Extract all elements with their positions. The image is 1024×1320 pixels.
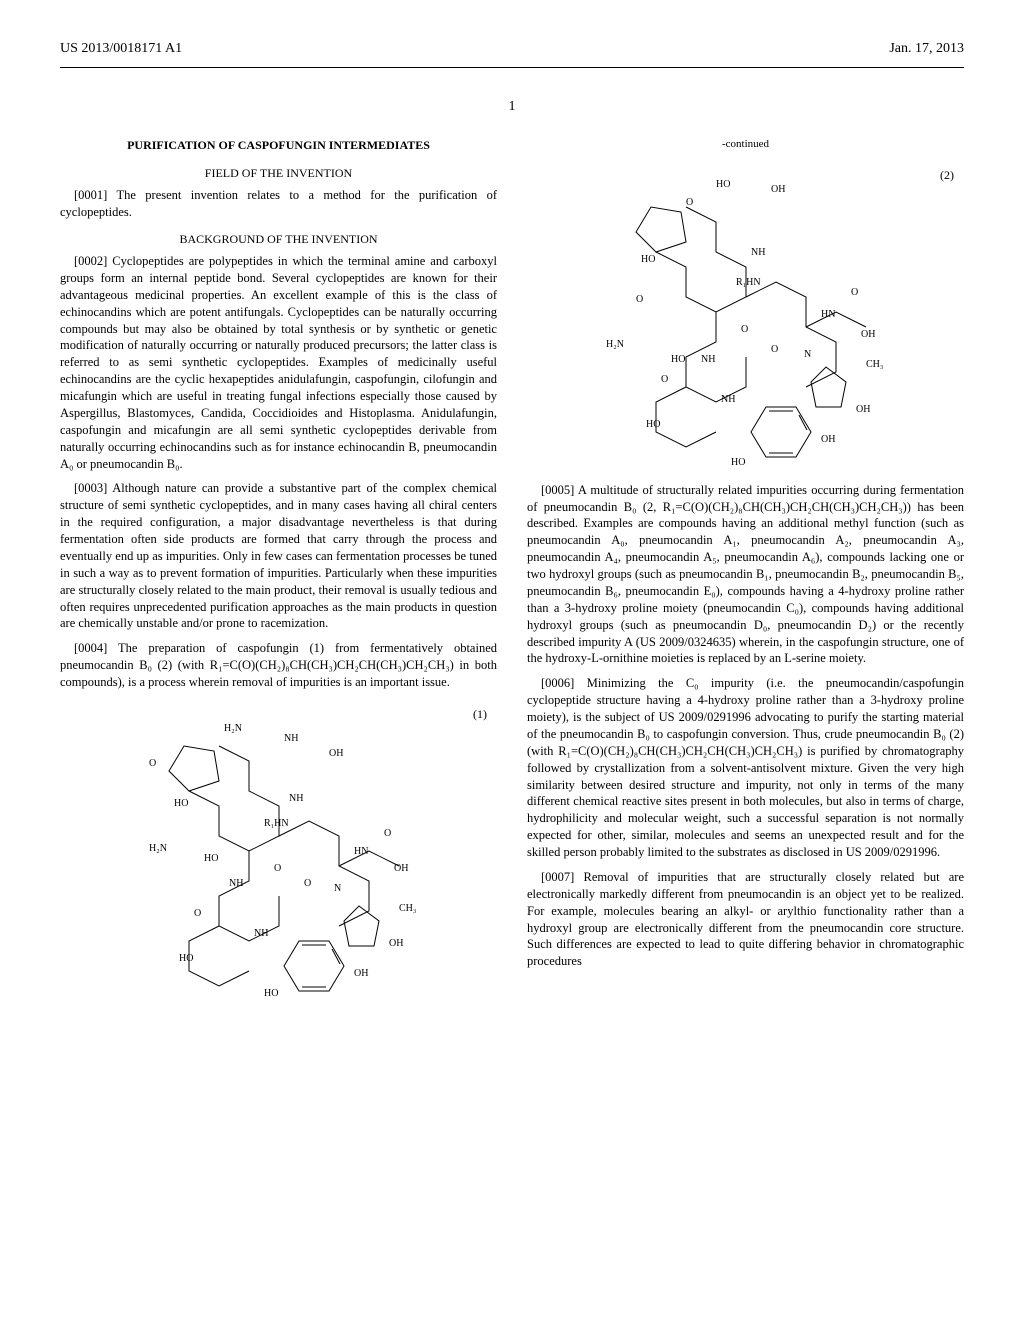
paragraph-1: [0001] The present invention relates to … — [60, 187, 497, 221]
svg-text:O: O — [741, 324, 748, 335]
paragraph-3: [0003] Although nature can provide a sub… — [60, 480, 497, 632]
svg-text:H₂N: H₂N — [149, 843, 167, 854]
para-text-4: The preparation of caspofungin (1) from … — [60, 641, 497, 689]
svg-text:OH: OH — [861, 329, 875, 340]
svg-text:O: O — [771, 344, 778, 355]
para-num-2: [0002] — [74, 254, 107, 268]
svg-text:NH: NH — [254, 928, 268, 939]
chemical-structure-1: (1) H₂N NH OH — [60, 701, 497, 1001]
svg-text:NH: NH — [701, 354, 715, 365]
para-text-5: A multitude of structurally related impu… — [527, 483, 964, 666]
svg-text:NH: NH — [229, 878, 243, 889]
svg-text:H₂N: H₂N — [606, 339, 624, 350]
paragraph-7: [0007] Removal of impurities that are st… — [527, 869, 964, 970]
svg-text:HO: HO — [641, 254, 655, 265]
content-columns: PURIFICATION OF CASPOFUNGIN INTERMEDIATE… — [60, 137, 964, 1011]
para-text-1: The present invention relates to a metho… — [60, 188, 497, 219]
chemical-structure-2: (2) HO OH O HO NH — [527, 162, 964, 472]
svg-text:HO: HO — [204, 853, 218, 864]
svg-text:OH: OH — [821, 434, 835, 445]
left-column: PURIFICATION OF CASPOFUNGIN INTERMEDIATE… — [60, 137, 497, 1011]
structure-label-1: (1) — [473, 706, 487, 722]
svg-text:HO: HO — [671, 354, 685, 365]
svg-text:HO: HO — [731, 457, 745, 467]
svg-text:O: O — [149, 758, 156, 769]
publication-date: Jan. 17, 2013 — [889, 40, 964, 59]
field-heading: FIELD OF THE INVENTION — [60, 165, 497, 181]
para-num-4: [0004] — [74, 641, 107, 655]
svg-text:HO: HO — [716, 179, 730, 190]
svg-text:NH: NH — [751, 247, 765, 258]
svg-text:O: O — [686, 197, 693, 208]
paragraph-4: [0004] The preparation of caspofungin (1… — [60, 640, 497, 691]
svg-text:H₂N: H₂N — [224, 723, 242, 734]
para-text-2: Cyclopeptides are polypeptides in which … — [60, 254, 497, 471]
continued-label: -continued — [527, 137, 964, 152]
svg-text:OH: OH — [329, 748, 343, 759]
paragraph-5: [0005] A multitude of structurally relat… — [527, 482, 964, 668]
background-heading: BACKGROUND OF THE INVENTION — [60, 231, 497, 247]
svg-text:HO: HO — [174, 798, 188, 809]
right-column: -continued (2) HO OH O — [527, 137, 964, 1011]
svg-text:O: O — [636, 294, 643, 305]
svg-text:CH₃: CH₃ — [399, 903, 416, 914]
paragraph-2: [0002] Cyclopeptides are polypeptides in… — [60, 253, 497, 472]
svg-text:OH: OH — [856, 404, 870, 415]
structure-label-2: (2) — [940, 167, 954, 183]
svg-text:HO: HO — [264, 988, 278, 996]
header-divider — [60, 67, 964, 68]
svg-text:O: O — [661, 374, 668, 385]
svg-text:N: N — [334, 883, 341, 894]
structure-1-svg: H₂N NH OH HO O NH R₁HN O HN OH H₂N HO O … — [119, 706, 439, 996]
svg-text:OH: OH — [389, 938, 403, 949]
svg-text:OH: OH — [354, 968, 368, 979]
para-num-3: [0003] — [74, 481, 107, 495]
para-num-1: [0001] — [74, 188, 107, 202]
svg-text:O: O — [851, 287, 858, 298]
svg-text:HN: HN — [354, 846, 368, 857]
patent-number: US 2013/0018171 A1 — [60, 40, 182, 59]
svg-text:HO: HO — [179, 953, 193, 964]
svg-text:O: O — [304, 878, 311, 889]
page-number: 1 — [60, 98, 964, 117]
svg-text:O: O — [384, 828, 391, 839]
page-header: US 2013/0018171 A1 Jan. 17, 2013 — [60, 40, 964, 59]
para-num-5: [0005] — [541, 483, 574, 497]
svg-text:HO: HO — [646, 419, 660, 430]
svg-text:R₁HN: R₁HN — [736, 277, 761, 288]
para-text-7: Removal of impurities that are structura… — [527, 870, 964, 968]
svg-text:NH: NH — [284, 733, 298, 744]
svg-text:O: O — [274, 863, 281, 874]
para-text-3: Although nature can provide a substantiv… — [60, 481, 497, 630]
document-title: PURIFICATION OF CASPOFUNGIN INTERMEDIATE… — [60, 137, 497, 153]
svg-text:NH: NH — [289, 793, 303, 804]
structure-2-svg: HO OH O HO NH R₁HN O O HN OH H₂N O HO NH… — [586, 167, 906, 467]
svg-text:O: O — [194, 908, 201, 919]
svg-text:OH: OH — [771, 184, 785, 195]
para-text-6: Minimizing the C₀ impurity (i.e. the pne… — [527, 676, 964, 859]
svg-text:OH: OH — [394, 863, 408, 874]
svg-text:HN: HN — [821, 309, 835, 320]
para-num-6: [0006] — [541, 676, 574, 690]
svg-text:NH: NH — [721, 394, 735, 405]
svg-text:N: N — [804, 349, 811, 360]
paragraph-6: [0006] Minimizing the C₀ impurity (i.e. … — [527, 675, 964, 861]
para-num-7: [0007] — [541, 870, 574, 884]
svg-text:CH₃: CH₃ — [866, 359, 883, 370]
svg-text:R₁HN: R₁HN — [264, 818, 289, 829]
